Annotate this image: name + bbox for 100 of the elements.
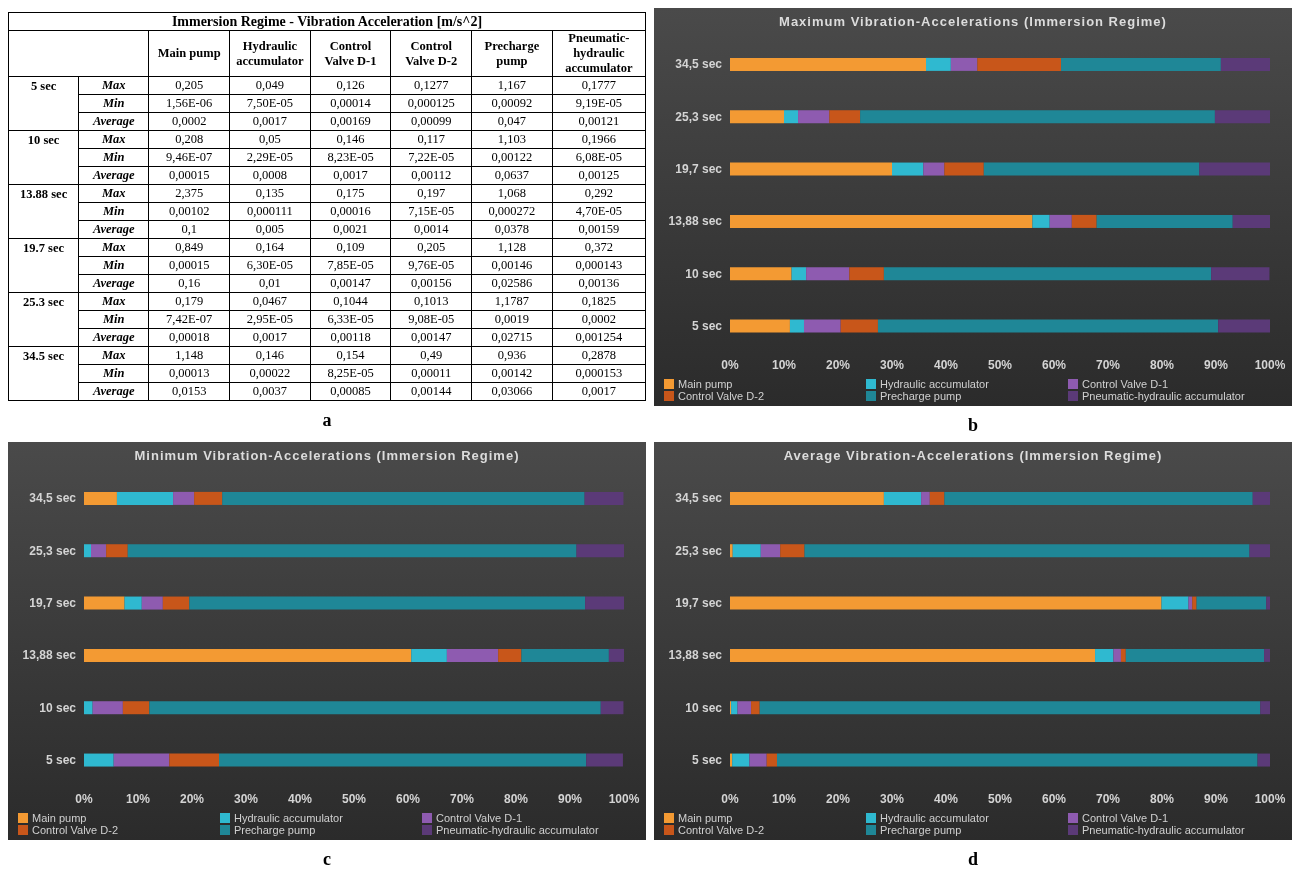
x-tick-label: 30% [233,791,259,806]
category-label: Max [101,78,126,92]
text: a [322,410,332,430]
text: 0,1013 [414,294,449,308]
text: 0,197 [417,186,446,200]
bar [1125,648,1265,662]
text: 0,00118 [330,330,371,344]
legend-label: Pneumatic-hydraulic accumulator [1082,390,1245,402]
category-label: Precharge pump [471,30,553,77]
bar [1264,648,1270,662]
bar [1220,57,1270,71]
x-tick-label: 50% [987,791,1013,806]
category-label: Min [103,204,125,218]
bar [1232,214,1270,228]
bar [950,57,978,71]
text: 0,00147 [410,330,452,344]
y-tick-label: 13,88 sec [668,214,723,229]
text: 0,05 [258,132,281,146]
text: 0,00169 [330,114,371,128]
bar [730,596,1162,610]
text: 7,42E-07 [166,312,213,326]
legend-label: Main pump [32,812,87,824]
bar [1096,214,1233,228]
category-label: Pneumatic-hydraulic accumulator [552,30,646,77]
bar [730,544,733,558]
x-tick-label: 90% [557,791,583,806]
text: 0,135 [255,186,284,200]
x-tick-label: 90% [1203,357,1229,372]
bar [162,596,190,610]
bar [829,110,861,124]
text: 0,175 [336,186,365,200]
text: 0,0017 [252,330,288,344]
bar [586,753,623,767]
text: 0,001254 [575,330,623,344]
bar [883,491,922,505]
y-tick-label: 19,7 sec [675,596,723,611]
bar [892,162,924,176]
bar [840,319,878,333]
legend-label: Control Valve D-2 [32,824,118,836]
text: 7,22E-05 [408,150,455,164]
text: 0,00013 [168,366,210,380]
category-label: 25.3 sec [23,295,65,309]
x-tick-label: 100% [608,791,640,806]
category-label: Average [93,384,135,398]
text: 0,00014 [330,96,371,110]
text: 0,00102 [168,204,210,218]
bar [1218,319,1270,333]
legend-label: Precharge pump [234,824,316,836]
text: 2,95E-05 [246,312,293,326]
text: 0,049 [255,78,284,92]
bar [92,701,123,715]
text: 0,126 [336,78,365,92]
bar [1214,110,1270,124]
text: 0,1 [181,222,198,236]
text: 0,0014 [414,222,449,236]
bar [731,701,738,715]
text: 0,00018 [168,330,210,344]
bar [1260,701,1270,715]
bar [1032,214,1050,228]
bar [124,596,142,610]
text: 0,00156 [410,276,452,290]
y-tick-label: 34,5 sec [675,57,723,72]
bar [791,267,807,281]
bar [921,491,930,505]
bar [84,753,114,767]
bar [1120,648,1126,662]
category-label: Min [103,312,125,326]
legend-label: Precharge pump [880,390,962,402]
text: 0,205 [175,78,204,92]
bar [194,491,223,505]
x-tick-label: 20% [179,791,205,806]
text: 0,1966 [581,132,617,146]
category-label: Hydraulic accumulator [229,30,311,77]
bar [1252,491,1270,505]
bar [219,753,587,767]
x-tick-label: 0% [721,791,739,806]
text: 0,1044 [333,294,368,308]
text: 9,46E-07 [166,150,213,164]
text: 0,00011 [411,366,452,380]
text: 0,109 [336,240,365,254]
category-label: 34.5 sec [23,349,65,363]
bar [1266,596,1270,610]
text: 0,146 [255,348,284,362]
bar [446,648,499,662]
y-tick-label: 25,3 sec [29,543,77,558]
bar [1257,753,1270,767]
bar [732,753,750,767]
text: b [967,415,978,435]
legend-label: Main pump [678,812,733,824]
bar [84,648,412,662]
text: 0,0378 [494,222,530,236]
bar [141,596,163,610]
text: 0,0017 [252,114,288,128]
bar [411,648,447,662]
bar [784,110,799,124]
category-label: Max [101,132,126,146]
text: 0,00099 [410,114,452,128]
bar [84,544,92,558]
bar [760,544,781,558]
bar [751,701,760,715]
